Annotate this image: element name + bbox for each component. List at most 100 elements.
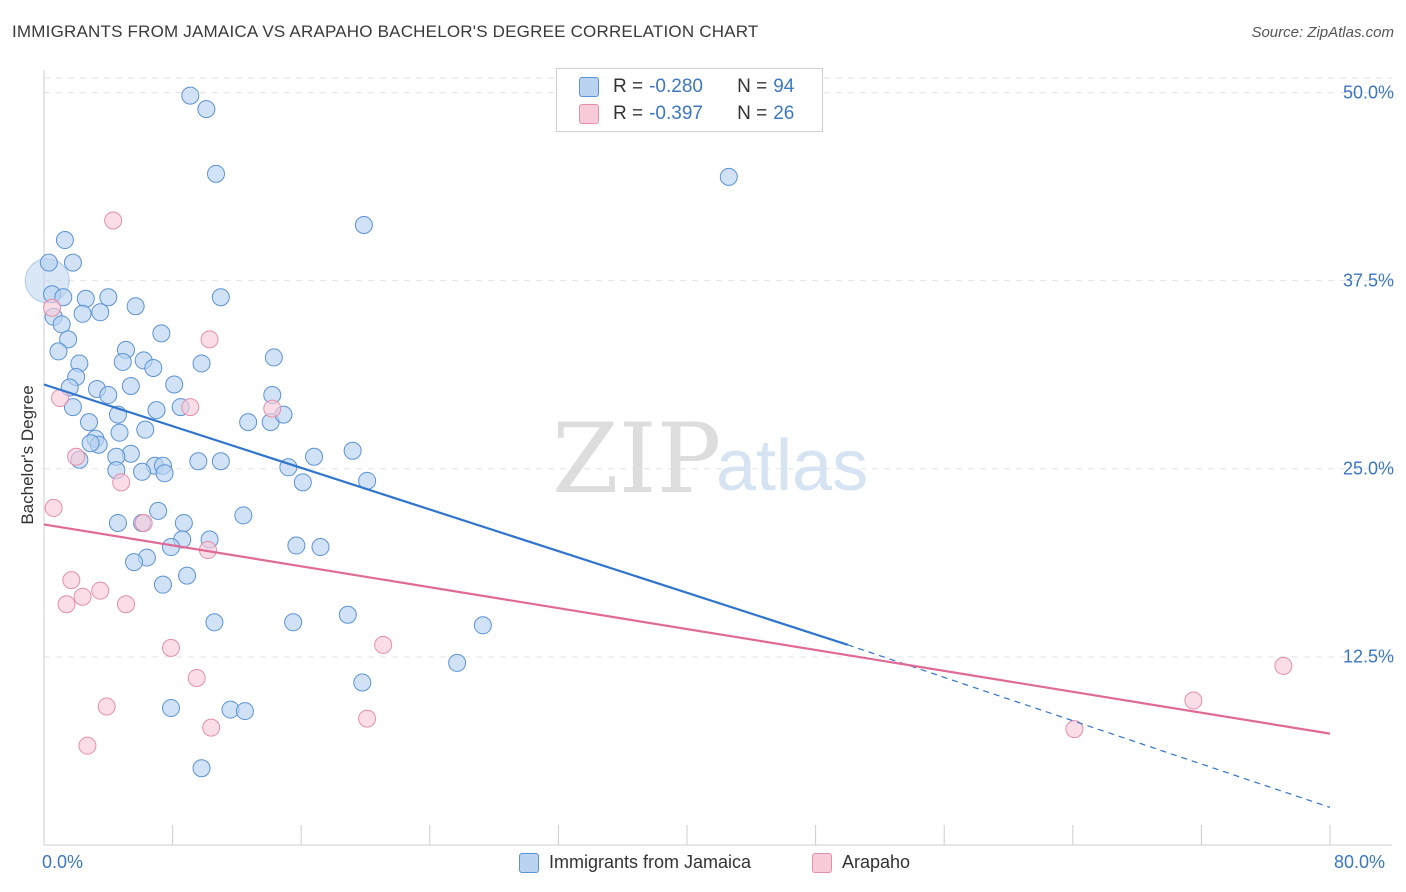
data-point-jamaica: [125, 553, 144, 572]
bottom-legend-label: Immigrants from Jamaica: [549, 852, 752, 872]
legend-swatch-pink: [579, 104, 599, 124]
data-point-jamaica: [49, 342, 68, 361]
data-point-arapaho: [202, 718, 221, 737]
data-point-jamaica: [189, 452, 208, 471]
stats-legend: R = -0.280 N = 94 R = -0.397 N = 26: [556, 68, 823, 132]
data-point-jamaica: [353, 673, 372, 692]
data-point-jamaica: [52, 315, 71, 334]
data-point-jamaica: [448, 653, 467, 672]
bottom-legend-jamaica: Immigrants from Jamaica: [519, 852, 751, 873]
legend-n-value: 26: [773, 103, 795, 124]
data-point-jamaica: [239, 413, 258, 432]
y-axis-label: Bachelor's Degree: [18, 385, 37, 525]
data-point-jamaica: [91, 303, 110, 322]
data-point-arapaho: [78, 736, 97, 755]
data-point-jamaica: [207, 164, 226, 183]
regression-line-jamaica: [43, 383, 849, 646]
bottom-legend-swatch-pink: [812, 852, 832, 873]
data-point-jamaica: [192, 354, 211, 373]
data-point-jamaica: [73, 304, 92, 323]
data-point-jamaica: [311, 538, 330, 557]
grid-layer: [44, 77, 1392, 658]
regression-layer: [43, 383, 1331, 808]
data-point-arapaho: [1184, 691, 1203, 710]
data-point-jamaica: [121, 377, 140, 396]
data-point-jamaica: [55, 231, 74, 250]
legend-r-label: R =: [613, 76, 644, 97]
data-point-jamaica: [205, 613, 224, 632]
data-point-jamaica: [149, 501, 168, 520]
data-point-jamaica: [81, 434, 100, 453]
data-point-jamaica: [76, 289, 95, 308]
data-point-arapaho: [374, 635, 393, 654]
data-point-jamaica: [287, 536, 306, 555]
data-point-arapaho: [44, 498, 63, 517]
data-point-arapaho: [358, 709, 377, 728]
data-point-jamaica: [264, 348, 283, 367]
data-point-jamaica: [54, 288, 73, 307]
watermark: ZIP atlas: [552, 403, 868, 515]
data-point-jamaica: [293, 473, 312, 492]
source-label: Source: ZipAtlas.com: [1251, 24, 1394, 41]
data-point-jamaica: [284, 613, 303, 632]
data-point-jamaica: [80, 413, 99, 432]
data-point-arapaho: [104, 211, 123, 230]
legend-row-jamaica: R = -0.280 N = 94: [579, 75, 794, 99]
data-point-arapaho: [73, 587, 92, 606]
regression-line-arapaho: [43, 523, 1331, 735]
chart-title: IMMIGRANTS FROM JAMAICA VS ARAPAHO BACHE…: [12, 22, 759, 41]
data-point-arapaho: [1065, 720, 1084, 739]
data-point-jamaica: [211, 452, 230, 471]
axis-layer: [43, 70, 1392, 846]
y-tick-label: 25.0%: [1342, 458, 1394, 479]
legend-n-value: 94: [773, 76, 795, 97]
points-layer: [24, 86, 1293, 778]
data-point-jamaica: [161, 699, 180, 718]
data-point-jamaica: [99, 288, 118, 307]
data-point-jamaica: [211, 288, 230, 307]
y-tick-label: 50.0%: [1342, 82, 1394, 103]
data-point-jamaica: [133, 462, 152, 481]
data-point-jamaica: [144, 358, 163, 377]
data-point-arapaho: [43, 298, 62, 317]
data-point-arapaho: [200, 330, 219, 349]
data-point-arapaho: [181, 398, 200, 417]
data-point-jamaica: [59, 330, 78, 349]
data-point-jamaica: [155, 464, 174, 483]
bottom-legend-label: Arapaho: [842, 852, 911, 872]
data-point-jamaica: [136, 420, 155, 439]
data-point-jamaica: [147, 401, 166, 420]
data-point-arapaho: [134, 513, 153, 532]
data-point-jamaica: [473, 616, 492, 635]
data-point-jamaica: [174, 513, 193, 532]
data-point-arapaho: [1274, 656, 1293, 675]
bottom-legend-arapaho: Arapaho: [812, 852, 910, 873]
data-point-jamaica: [63, 398, 82, 417]
legend-row-arapaho: R = -0.397 N = 26: [579, 102, 794, 126]
data-point-jamaica: [178, 566, 197, 585]
watermark-zip: ZIP: [552, 403, 721, 515]
data-point-jamaica: [121, 444, 140, 463]
data-point-jamaica: [39, 253, 58, 272]
data-point-jamaica: [108, 513, 127, 532]
data-point-jamaica: [197, 100, 216, 119]
legend-r-label: R =: [613, 103, 644, 124]
data-point-arapaho: [187, 668, 206, 687]
legend-swatch-blue: [579, 77, 599, 97]
data-point-jamaica: [110, 423, 129, 442]
data-point-arapaho: [112, 473, 131, 492]
data-point-jamaica: [153, 575, 172, 594]
x-tick-label-min: 0.0%: [42, 852, 84, 872]
legend-n-label: N =: [737, 76, 768, 97]
regression-extension-jamaica: [847, 644, 1331, 808]
data-point-jamaica: [343, 441, 362, 460]
y-tick-label: 12.5%: [1342, 646, 1394, 667]
legend-r-value: -0.280: [649, 76, 703, 97]
data-point-arapaho: [91, 581, 110, 600]
legend-n-label: N =: [737, 103, 768, 124]
data-point-jamaica: [234, 506, 253, 525]
data-point-arapaho: [67, 447, 86, 466]
bottom-legend-swatch-blue: [519, 852, 539, 873]
data-point-jamaica: [354, 216, 373, 234]
